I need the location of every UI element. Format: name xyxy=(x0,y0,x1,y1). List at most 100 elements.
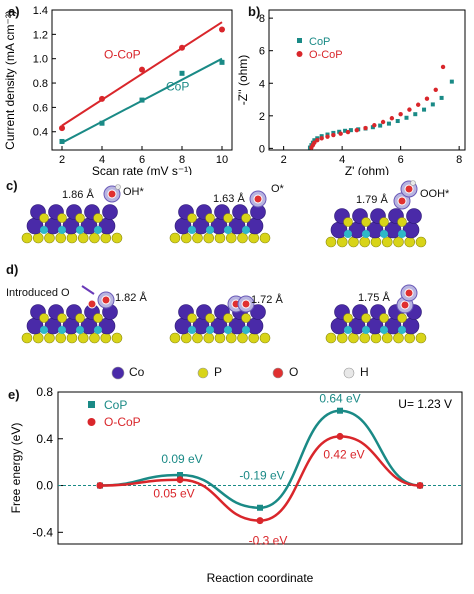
p-atom xyxy=(370,236,382,248)
atom-legend-o: O xyxy=(289,365,299,379)
charge-density-blob xyxy=(40,226,48,234)
p-atom xyxy=(361,313,371,323)
p-atom xyxy=(348,332,359,344)
panel-label-c: c) xyxy=(6,178,18,193)
p-atom xyxy=(21,332,33,344)
p-atom xyxy=(237,232,248,244)
p-atom xyxy=(379,313,389,323)
co-atom xyxy=(406,208,422,224)
adsorbate-label-c2: O* xyxy=(271,183,284,195)
p-atom xyxy=(205,213,215,223)
o-atom xyxy=(241,299,251,309)
x-tick-label: 8 xyxy=(179,154,185,166)
y-tick-label: 0.6 xyxy=(33,102,48,114)
data-point-ocop xyxy=(96,482,104,490)
energy-label-ocop: 0.05 eV xyxy=(153,487,194,501)
o-atom xyxy=(404,288,414,298)
data-point-ocop xyxy=(315,138,320,143)
data-point-ocop xyxy=(415,102,421,107)
data-point-ocop xyxy=(338,131,343,136)
p-atom xyxy=(225,232,237,244)
p-atom xyxy=(336,236,348,248)
data-point-ocop xyxy=(354,127,359,133)
data-point-cop xyxy=(257,504,263,511)
charge-density-blob xyxy=(380,326,388,334)
p-atom xyxy=(55,332,67,344)
x-tick-label: 6 xyxy=(398,154,404,166)
p-atom xyxy=(214,232,226,244)
p-atom xyxy=(203,332,215,344)
p-atom xyxy=(44,232,55,244)
legend-marker-ocop xyxy=(87,418,96,426)
data-point-ocop xyxy=(256,517,264,525)
h-atom xyxy=(115,184,121,190)
p-atom xyxy=(187,213,197,223)
data-point-cop xyxy=(219,59,225,65)
x-tick-label: 4 xyxy=(99,154,105,166)
energy-label-cop: -0.19 eV xyxy=(239,469,284,483)
data-point-ocop xyxy=(424,96,430,101)
charge-density-blob xyxy=(242,226,250,234)
y-axis-label: Current density (mA cm⁻²) xyxy=(3,10,17,150)
p-atom xyxy=(381,332,393,344)
p-atom xyxy=(75,213,85,223)
y-tick-label: 0.4 xyxy=(33,127,48,139)
p-atom xyxy=(404,332,416,344)
legend-label-ocop: O-CoP xyxy=(104,415,141,429)
data-point-cop xyxy=(343,128,348,133)
p-atom xyxy=(77,332,89,344)
charge-density-blob xyxy=(206,326,214,334)
y-tick-label: 8 xyxy=(259,13,265,25)
o-atom xyxy=(101,295,111,305)
panel-label-a: a) xyxy=(8,4,20,19)
atom-legend-co: Co xyxy=(129,365,145,379)
x-axis-label: Z' (ohm) xyxy=(345,164,389,175)
p-atom xyxy=(180,232,192,244)
y-tick-label: 0.4 xyxy=(36,432,53,446)
p-atom xyxy=(169,332,181,344)
data-point-ocop xyxy=(345,129,351,135)
p-atom xyxy=(32,232,44,244)
legend-marker-ocop xyxy=(296,51,303,57)
data-point-ocop xyxy=(440,64,446,70)
y-tick-label: 0.8 xyxy=(36,385,53,399)
plot-frame xyxy=(51,9,233,151)
data-point-cop xyxy=(439,95,444,100)
p-atom xyxy=(214,332,226,344)
p-atom xyxy=(248,332,260,344)
data-point-ocop xyxy=(331,132,336,138)
potential-annotation: U= 1.23 V xyxy=(398,397,452,411)
energy-label-ocop: 0.42 eV xyxy=(323,447,364,461)
legend-swatch-o xyxy=(272,367,284,379)
p-atom xyxy=(66,232,78,244)
structure-row-d xyxy=(21,284,427,344)
p-atom xyxy=(180,332,192,344)
charge-density-blob xyxy=(40,326,48,334)
x-tick-label: 2 xyxy=(59,154,65,166)
charge-density-blob xyxy=(94,226,102,234)
introduced-o-arrow xyxy=(81,285,95,295)
charge-density-blob xyxy=(224,226,232,234)
charge-density-blob xyxy=(58,226,66,234)
panel-label-e: e) xyxy=(8,387,20,402)
y-tick-label: 6 xyxy=(259,46,265,58)
legend-swatch-p xyxy=(197,367,209,379)
energy-curve-cop xyxy=(99,409,421,510)
data-point-cop xyxy=(422,107,427,112)
p-atom xyxy=(21,232,33,244)
p-atom xyxy=(359,332,371,344)
y-axis-label: -Z'' (ohm) xyxy=(237,55,250,106)
o-atom xyxy=(404,184,414,194)
p-atom xyxy=(370,332,382,344)
p-atom xyxy=(325,332,337,344)
p-atom xyxy=(111,232,123,244)
legend-label-ocop: O-CoP xyxy=(309,49,343,61)
x-tick-label: 4 xyxy=(339,154,345,166)
p-atom xyxy=(44,332,55,344)
p-atom xyxy=(93,313,103,323)
charge-density-blob xyxy=(362,230,370,238)
p-atom xyxy=(393,332,404,344)
p-atom xyxy=(397,313,407,323)
charge-density-blob xyxy=(224,326,232,334)
